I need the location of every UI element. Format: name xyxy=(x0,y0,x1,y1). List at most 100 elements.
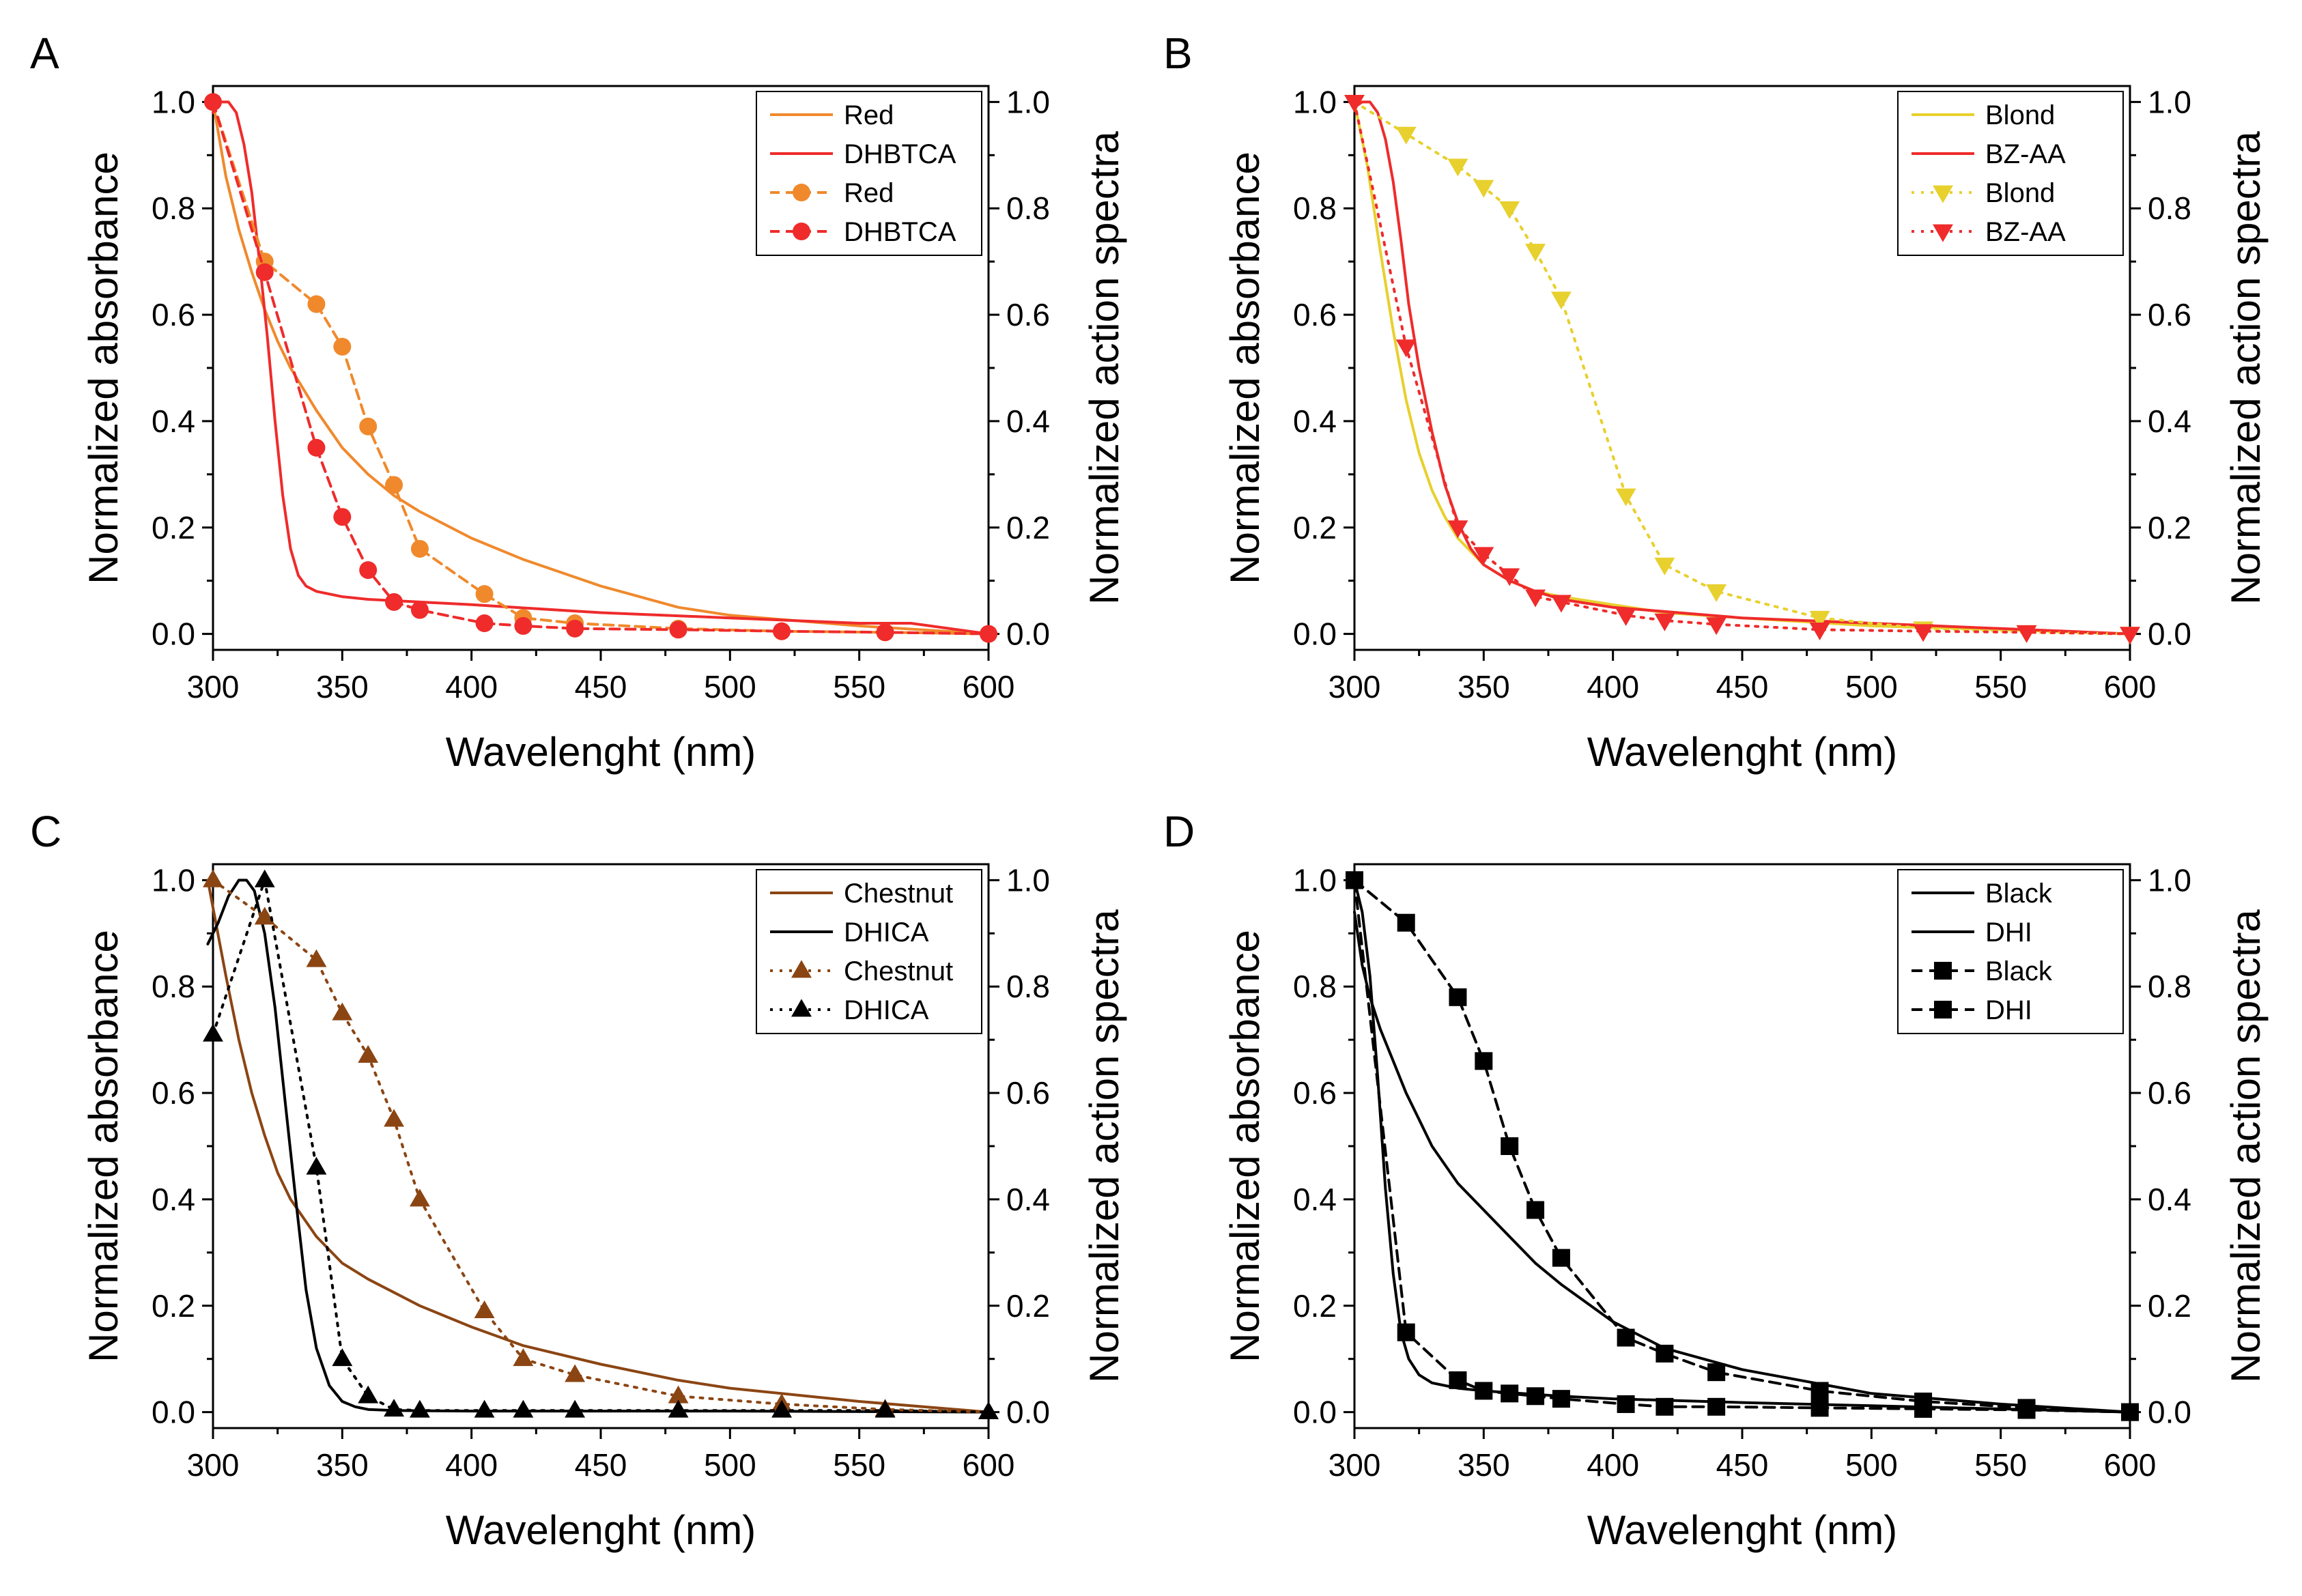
data-point-dhbtca-action xyxy=(514,616,532,635)
data-point-dhi-action xyxy=(1656,1397,1674,1416)
data-point-dhi-action xyxy=(1707,1397,1726,1416)
series-line-blond-action xyxy=(1353,100,2131,636)
data-point-black-action xyxy=(1707,1363,1726,1382)
data-point-chestnut-action xyxy=(332,1002,353,1021)
data-point-dhbtca-action xyxy=(475,614,494,633)
y-tick-label-right: 0.8 xyxy=(1006,969,1050,1004)
data-point-bz-aa-action xyxy=(1654,613,1675,631)
y-tick-label-right: 1.0 xyxy=(2148,862,2191,898)
series-line-dhbtca-absorbance xyxy=(212,100,990,636)
data-point-dhica-action xyxy=(668,1399,689,1418)
series-line-black-action xyxy=(1353,879,2131,1414)
y-tick-label-right: 0.2 xyxy=(1006,1288,1050,1324)
legend-swatch-marker xyxy=(1933,224,1953,242)
data-point-red-action xyxy=(359,417,378,436)
data-point-chestnut-action xyxy=(203,869,223,887)
y-tick-label-left: 0.6 xyxy=(1293,297,1337,332)
data-point-dhbtca-action xyxy=(980,625,997,643)
data-point-chestnut-action xyxy=(474,1300,495,1318)
x-tick-label: 500 xyxy=(1845,1447,1898,1483)
x-tick-label: 600 xyxy=(963,669,1015,704)
y-tick-label-left: 0.4 xyxy=(1293,403,1337,439)
y-tick-label-left: 0.0 xyxy=(1293,1395,1337,1430)
data-point-blond-action xyxy=(1706,584,1727,602)
x-tick-label: 500 xyxy=(704,669,756,704)
data-point-bz-aa-action xyxy=(1499,568,1520,586)
x-tick-label: 500 xyxy=(1845,669,1898,704)
y-tick-label-right: 0.6 xyxy=(2148,1075,2191,1111)
panel-a: A 300 350 400 450 500 550 600 0.0 0.0 0.2 0.2 0.4 0.4… xyxy=(30,29,1127,775)
legend-label: DHBTCA xyxy=(844,139,956,169)
x-tick-label: 550 xyxy=(833,1447,885,1483)
x-tick-label: 500 xyxy=(704,1447,756,1483)
y-tick-label-left: 0.0 xyxy=(1293,616,1337,652)
series-line-dhica-action xyxy=(212,879,990,1414)
y-axis-title-left: Normalized absorbance xyxy=(1222,930,1268,1363)
legend-swatch-marker xyxy=(791,999,812,1017)
data-point-chestnut-action xyxy=(306,949,327,967)
panel-letter: C xyxy=(30,807,61,856)
series-line-chestnut-absorbance xyxy=(206,879,990,1414)
data-point-black-action xyxy=(1810,1382,1829,1400)
legend-swatch-marker xyxy=(1934,1001,1952,1018)
data-point-red-action xyxy=(410,539,429,558)
y-tick-label-right: 0.4 xyxy=(2148,403,2191,439)
y-tick-label-right: 0.0 xyxy=(1006,1395,1050,1430)
x-tick-label: 350 xyxy=(316,1447,369,1483)
y-tick-label-left: 0.8 xyxy=(1293,190,1337,226)
y-axis-title-right: Normalized action spectra xyxy=(1081,909,1127,1383)
x-tick-label: 350 xyxy=(1458,1447,1510,1483)
data-point-dhica-action xyxy=(358,1385,379,1403)
legend-label: DHICA xyxy=(844,995,929,1025)
data-point-dhbtca-action xyxy=(255,263,274,281)
series-line-red-absorbance xyxy=(212,100,990,636)
data-point-dhica-action xyxy=(254,869,275,887)
y-tick-label-right: 0.0 xyxy=(2148,1395,2191,1430)
data-point-chestnut-action xyxy=(384,1109,405,1127)
legend-swatch-marker xyxy=(1933,185,1953,203)
data-point-blond-action xyxy=(1615,488,1636,507)
y-axis-title-left: Normalized absorbance xyxy=(81,930,126,1363)
data-point-dhi-action xyxy=(2121,1403,2139,1421)
plot-area xyxy=(1346,871,2139,1421)
y-tick-label-left: 0.0 xyxy=(152,616,195,652)
data-point-bz-aa-action xyxy=(2120,627,2140,645)
panel-b: B 300 350 400 450 500 550 600 0.0 0.0 0.2 0.2 0.4 0.4… xyxy=(1163,29,2269,775)
y-tick-label-left: 0.2 xyxy=(152,510,195,545)
x-axis-title: Wavelenght (nm) xyxy=(1587,1507,1898,1553)
y-tick-label-left: 0.6 xyxy=(1293,1075,1337,1111)
data-point-bz-aa-action xyxy=(1809,622,1830,640)
y-tick-label-right: 0.0 xyxy=(2148,616,2191,652)
y-tick-label-left: 1.0 xyxy=(1293,862,1337,898)
data-point-dhbtca-action xyxy=(385,593,403,611)
data-point-dhi-action xyxy=(1914,1399,1933,1418)
legend-label: DHBTCA xyxy=(844,217,956,247)
x-tick-label: 400 xyxy=(1587,669,1639,704)
data-point-dhbtca-action xyxy=(876,623,894,642)
data-point-black-action xyxy=(1552,1249,1570,1267)
y-tick-label-left: 1.0 xyxy=(152,84,195,119)
x-tick-label: 450 xyxy=(575,1447,627,1483)
data-point-dhica-action xyxy=(565,1399,586,1418)
y-tick-label-left: 0.8 xyxy=(152,190,195,226)
x-tick-label: 600 xyxy=(2104,1447,2157,1483)
y-tick-label-right: 0.2 xyxy=(2148,510,2191,545)
data-point-red-action xyxy=(475,585,494,603)
data-point-dhi-action xyxy=(1617,1395,1635,1413)
legend-label: Black xyxy=(1985,956,2053,986)
data-point-bz-aa-action xyxy=(1913,624,1934,642)
data-point-dhica-action xyxy=(771,1399,793,1418)
data-point-blond-action xyxy=(1395,126,1417,145)
data-point-black-action xyxy=(1501,1137,1519,1155)
y-tick-label-right: 0.6 xyxy=(2148,297,2191,332)
data-point-dhbtca-action xyxy=(669,621,687,639)
data-point-dhi-action xyxy=(1501,1384,1519,1403)
data-point-dhica-action xyxy=(875,1399,896,1418)
x-tick-label: 300 xyxy=(187,669,240,704)
y-tick-label-left: 0.6 xyxy=(152,297,195,332)
x-tick-label: 450 xyxy=(1716,669,1769,704)
y-tick-label-right: 1.0 xyxy=(1006,862,1050,898)
legend-label: Chestnut xyxy=(844,956,953,986)
x-tick-label: 300 xyxy=(1328,669,1381,704)
legend-label: Blond xyxy=(1985,100,2055,130)
